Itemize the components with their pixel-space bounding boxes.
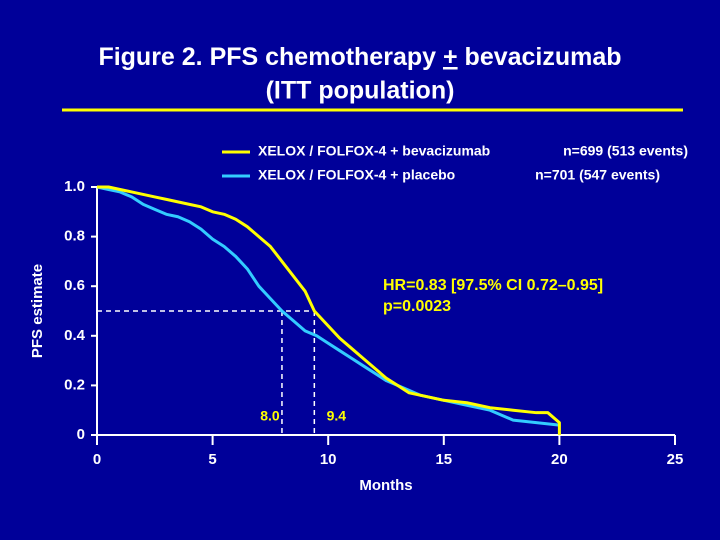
x-tick-label: 5 [208, 451, 216, 468]
y-axis-label: PFS estimate [29, 264, 46, 358]
y-tick-label: 0.8 [64, 228, 85, 245]
chart-title: Figure 2. PFS chemotherapy + bevacizumab [98, 43, 621, 71]
x-axis-label: Months [359, 477, 412, 494]
y-tick-label: 0.6 [64, 277, 85, 294]
y-tick-label: 1.0 [64, 178, 85, 195]
y-tick-label: 0.4 [64, 327, 86, 344]
x-tick-label: 20 [551, 451, 568, 468]
title-part: + [443, 43, 458, 71]
median-label: 8.0 [260, 408, 280, 424]
legend-count: n=701 (547 events) [535, 167, 660, 183]
hr-annotation: p=0.0023 [383, 298, 451, 315]
median-label: 9.4 [327, 408, 347, 424]
legend-label: XELOX / FOLFOX-4 + bevacizumab [258, 143, 490, 159]
chart-title: (ITT population) [266, 77, 455, 105]
hr-annotation: HR=0.83 [97.5% CI 0.72–0.95] [383, 277, 603, 294]
x-tick-label: 25 [667, 451, 684, 468]
km-curve [97, 185, 561, 435]
legend-count: n=699 (513 events) [563, 143, 688, 159]
x-tick-label: 0 [93, 451, 101, 468]
y-tick-label: 0 [77, 426, 85, 443]
legend-label: XELOX / FOLFOX-4 + placebo [258, 167, 455, 183]
y-tick-label: 0.2 [64, 376, 85, 393]
title-part: Figure 2. PFS chemotherapy [98, 43, 436, 71]
title-part: bevacizumab [465, 43, 622, 71]
x-tick-label: 15 [435, 451, 452, 468]
x-tick-label: 10 [320, 451, 337, 468]
